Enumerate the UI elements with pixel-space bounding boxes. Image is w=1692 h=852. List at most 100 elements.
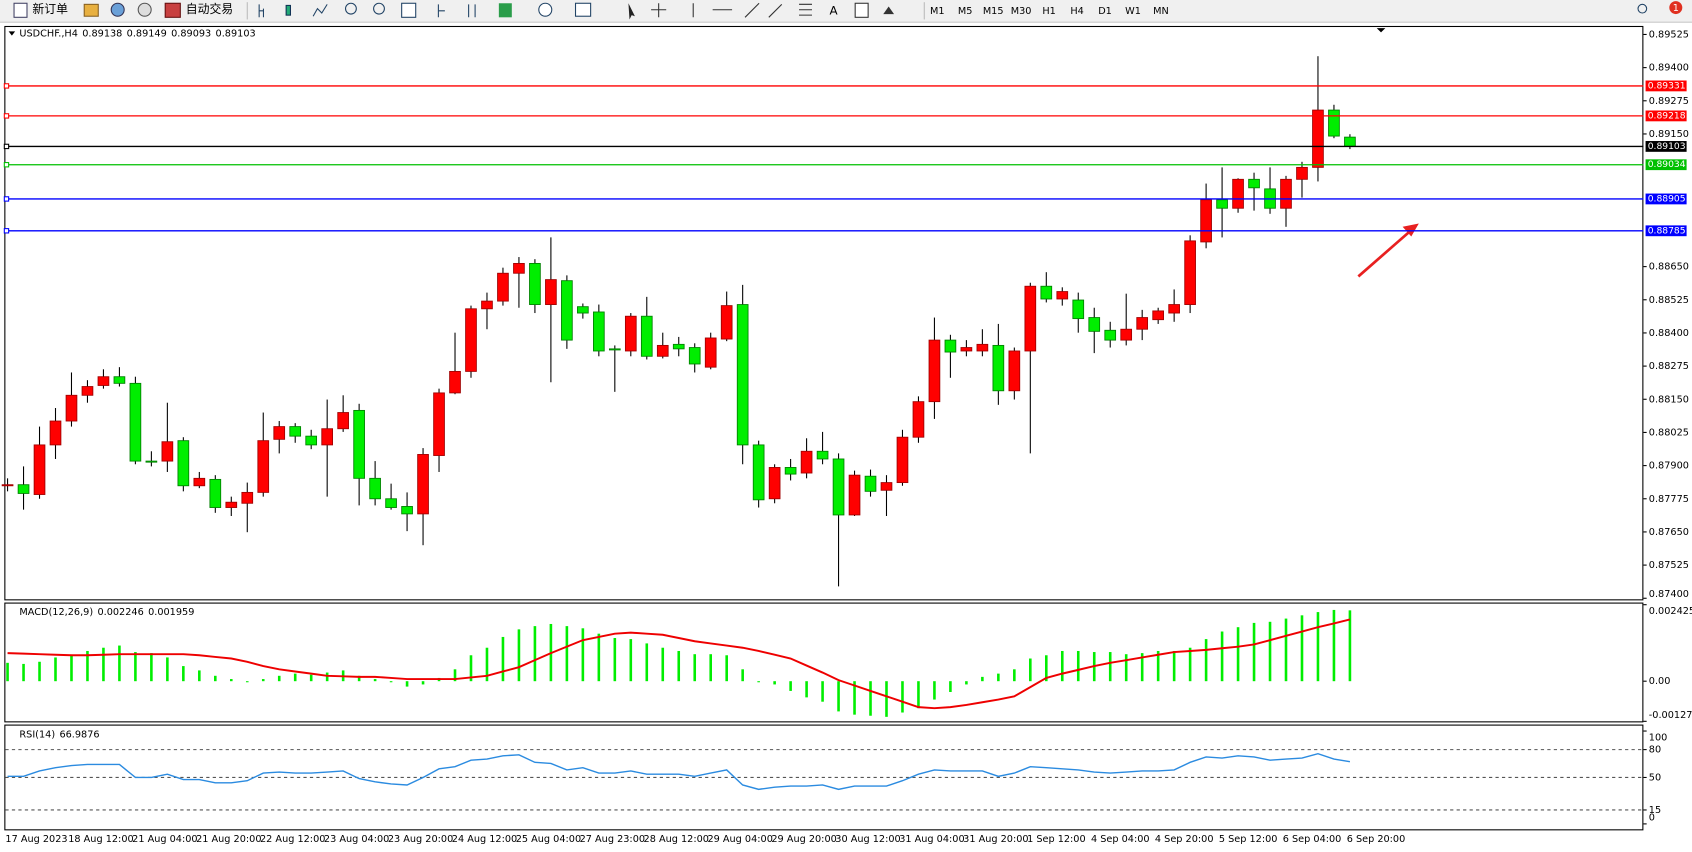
macd-bar — [405, 681, 409, 687]
macd-bar — [22, 663, 25, 682]
icon-fibo[interactable] — [768, 3, 812, 18]
candle-body — [577, 306, 589, 314]
icon-folder[interactable] — [83, 3, 99, 17]
macd-bar — [1268, 621, 1272, 682]
timeframe-button[interactable]: H1 — [1042, 6, 1055, 17]
candle-body — [848, 474, 861, 516]
candle-body — [17, 484, 30, 494]
timeframe-button[interactable]: D1 — [1098, 6, 1112, 17]
icon-zoom-out[interactable] — [373, 2, 385, 15]
y-tick-label: 0.87900 — [1649, 461, 1689, 472]
candle-body — [864, 475, 877, 492]
candle-body — [1072, 299, 1085, 320]
price-line-label: 0.88785 — [1648, 225, 1686, 236]
macd-bar — [1156, 650, 1160, 682]
timeframe-button[interactable]: MN — [1153, 6, 1169, 17]
timeframe-button[interactable]: M30 — [1011, 6, 1032, 17]
macd-bar — [198, 670, 201, 682]
macd-bar — [1316, 612, 1320, 682]
icon-candles[interactable] — [285, 4, 291, 16]
macd-bar — [389, 681, 393, 683]
y-tick-label: 0.87400 — [1649, 589, 1689, 600]
candle-body — [1344, 136, 1356, 147]
candle-body — [433, 392, 445, 456]
timeframe-button[interactable]: M5 — [958, 6, 973, 17]
toolbar-icons: A — [13, 1, 1683, 20]
macd-bar — [789, 681, 792, 691]
icon-bar-chart[interactable] — [258, 4, 265, 18]
notification-badge[interactable] — [1669, 1, 1683, 15]
icon-indicators[interactable] — [498, 3, 512, 18]
macd-bar — [597, 633, 601, 682]
x-tick-label: 22 Aug 12:00 — [260, 834, 325, 845]
macd-bar — [629, 639, 633, 682]
main-panel — [4, 25, 1644, 601]
macd-bar — [1332, 609, 1336, 682]
icon-scroll[interactable] — [437, 4, 476, 18]
icon-cursor[interactable] — [628, 3, 635, 20]
macd-bar — [1140, 653, 1144, 682]
macd-bar — [1108, 652, 1112, 682]
macd-bar — [70, 655, 73, 682]
candle-body — [832, 458, 845, 516]
icon-search[interactable] — [1637, 3, 1648, 14]
shift-marker — [1376, 28, 1386, 33]
icon-signal[interactable] — [137, 2, 152, 17]
panel-header: 0.89103 — [216, 29, 256, 40]
macd-bar — [38, 661, 41, 682]
candle-body — [545, 279, 557, 305]
y-tick-label: 0 — [1649, 812, 1655, 823]
price-line-label-box — [1645, 193, 1687, 205]
x-tick-label: 21 Aug 20:00 — [196, 834, 261, 845]
candle-body — [1280, 178, 1292, 209]
icon-arrows[interactable] — [883, 6, 895, 15]
macd-bar — [837, 681, 840, 712]
icon-templates[interactable] — [574, 2, 592, 17]
icon-label[interactable] — [854, 2, 869, 18]
current-price-line-handle — [3, 143, 10, 150]
icon-zoom-in[interactable] — [344, 2, 357, 15]
icon-line-chart[interactable] — [312, 4, 328, 17]
panel-header: 66.9876 — [59, 729, 99, 740]
candle-body — [1312, 109, 1324, 168]
timeframe-button[interactable]: M1 — [930, 6, 945, 17]
price-line-label: 0.89034 — [1648, 159, 1686, 170]
icon-drawing-tools[interactable] — [651, 2, 760, 18]
candle-body — [337, 412, 349, 430]
icon-tile[interactable] — [401, 2, 417, 18]
candle-body — [912, 401, 925, 438]
arrow-shaft — [1357, 230, 1412, 278]
candle-body — [1216, 199, 1228, 209]
candle-body — [193, 477, 206, 487]
macd-bar — [949, 681, 952, 692]
macd-bar — [357, 675, 361, 682]
icon-globe[interactable] — [110, 2, 125, 17]
timeframe-button[interactable]: M15 — [983, 6, 1004, 17]
icon-text[interactable]: A — [830, 3, 839, 17]
toolbar-button[interactable]: 新订单 — [32, 2, 68, 16]
candle-body — [593, 311, 605, 352]
candle-body — [65, 394, 78, 422]
macd-bar — [1076, 650, 1080, 682]
timeframe-button[interactable]: H4 — [1070, 6, 1083, 17]
candle-body — [1088, 317, 1101, 332]
candle-body — [976, 343, 989, 352]
icon-new-order[interactable] — [13, 2, 28, 18]
rsi-line — [7, 752, 1351, 791]
x-tick-label: 21 Aug 04:00 — [132, 834, 197, 845]
icon-periods[interactable] — [538, 2, 553, 17]
icon-auto-trade[interactable] — [164, 2, 181, 18]
candle-body — [704, 337, 717, 368]
y-tick-label: 100 — [1649, 733, 1668, 744]
timeframe-button[interactable]: W1 — [1125, 6, 1141, 17]
candle-body — [1056, 291, 1069, 300]
candle-body — [401, 506, 413, 515]
macd-bar — [997, 673, 1000, 682]
toolbar-button[interactable]: 自动交易 — [186, 2, 233, 16]
macd-bar — [821, 681, 824, 702]
price-line-handle — [3, 83, 10, 89]
candle-body — [1248, 178, 1260, 189]
candle-body — [385, 498, 397, 508]
macd-bar — [853, 681, 856, 715]
x-tick-label: 31 Aug 04:00 — [899, 834, 964, 845]
